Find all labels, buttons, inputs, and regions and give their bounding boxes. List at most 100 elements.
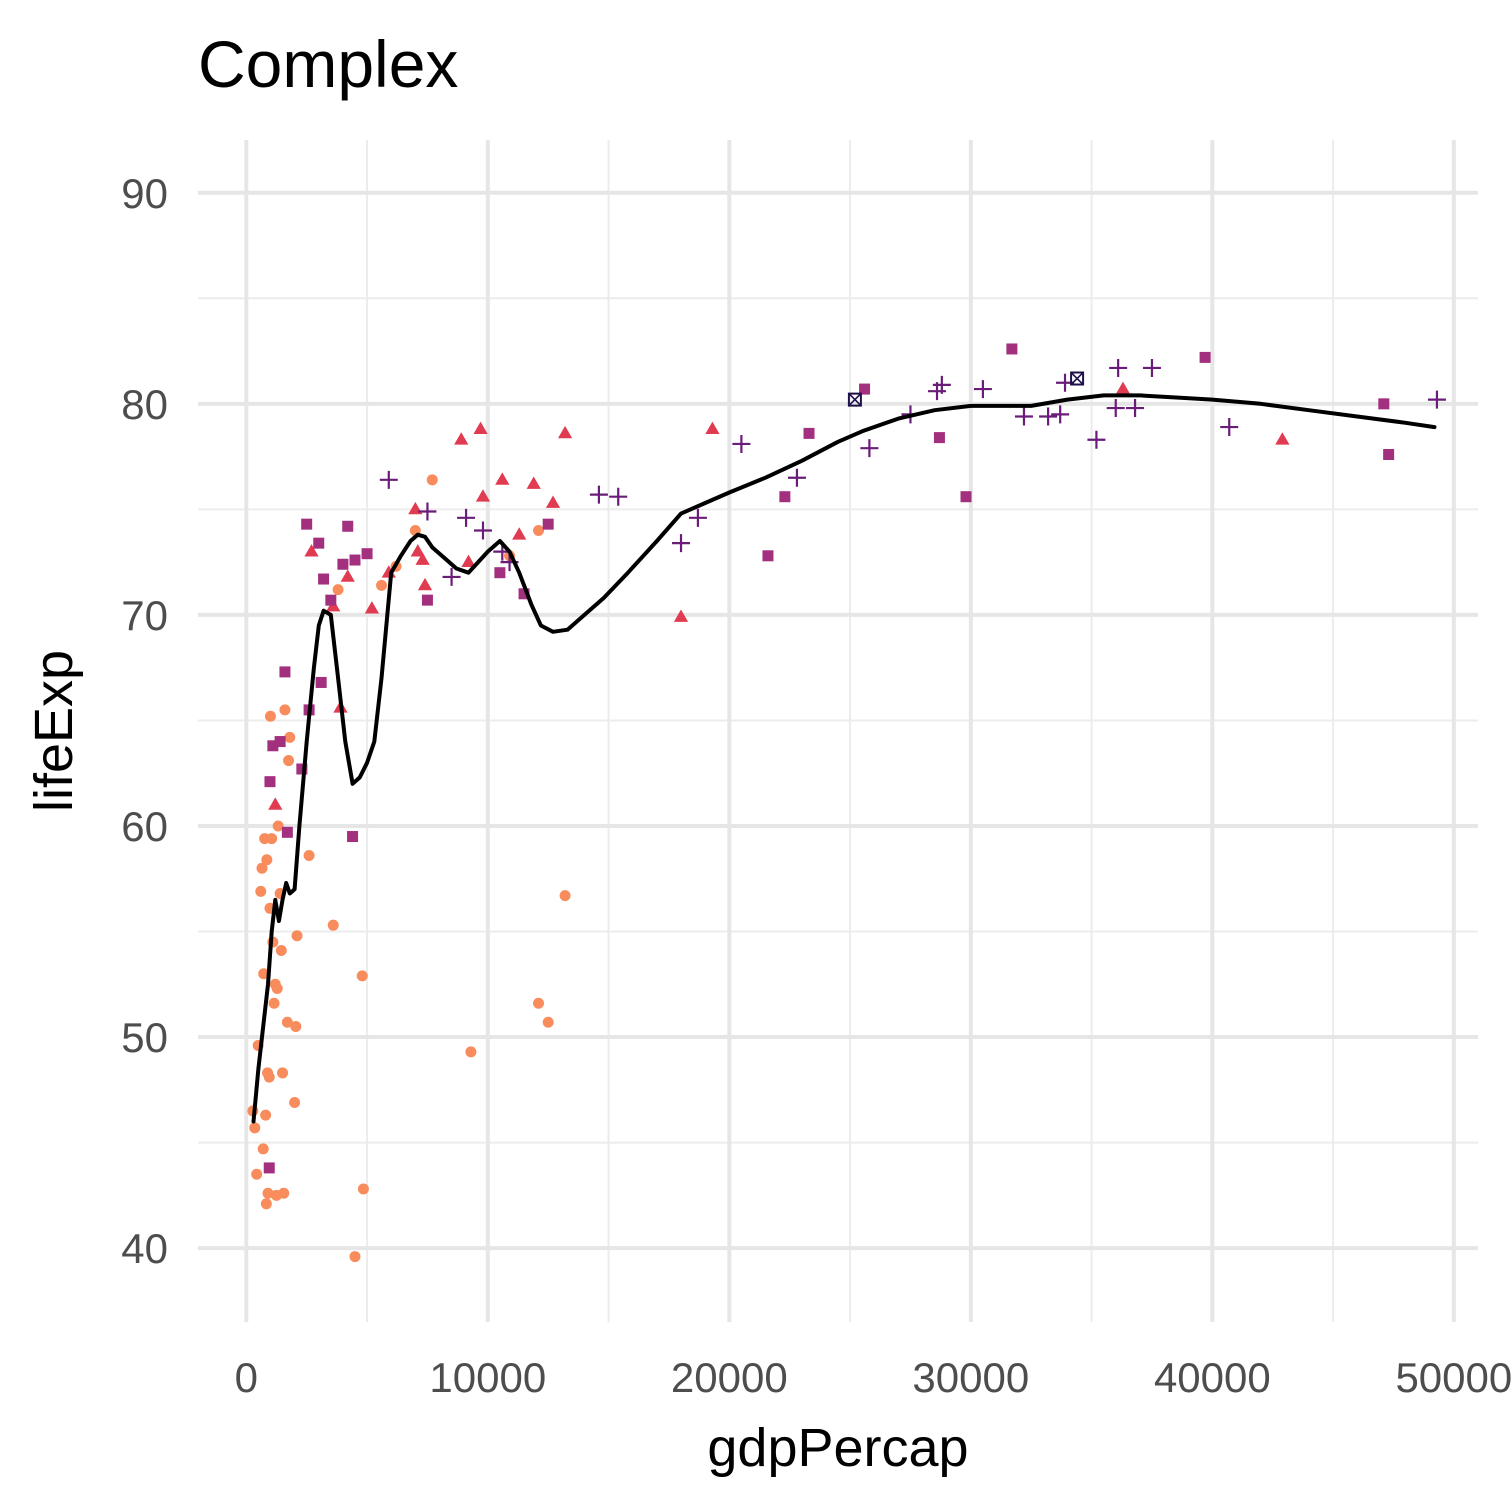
data-point-plus bbox=[418, 502, 437, 521]
data-point-square-cross-lines bbox=[848, 393, 862, 407]
x-axis-ticks: 0 10000 20000 30000 40000 50000 bbox=[235, 1354, 1512, 1401]
data-point-triangle bbox=[1275, 432, 1290, 445]
data-point-triangle bbox=[526, 476, 541, 489]
data-point-circle bbox=[261, 854, 273, 866]
data-point-circle bbox=[279, 704, 291, 716]
y-tick-label: 50 bbox=[121, 1014, 168, 1061]
data-point-triangle bbox=[340, 569, 355, 582]
data-point-square bbox=[337, 558, 349, 570]
data-point-circle bbox=[277, 1067, 289, 1079]
data-point-square bbox=[779, 491, 791, 503]
data-point-circle bbox=[258, 968, 270, 980]
data-point-square bbox=[933, 432, 945, 444]
data-point-circle bbox=[255, 885, 267, 897]
data-point-square bbox=[296, 763, 308, 775]
data-point-triangle bbox=[454, 432, 469, 445]
data-point-circle bbox=[266, 833, 278, 845]
data-point-circle bbox=[327, 919, 339, 931]
smooth-trend-line bbox=[251, 393, 1437, 1124]
data-point-circle bbox=[268, 997, 280, 1009]
data-point-square bbox=[342, 520, 354, 532]
x-tick-label: 0 bbox=[235, 1354, 258, 1401]
data-point-plus bbox=[732, 434, 751, 453]
data-point-plus bbox=[1142, 358, 1161, 377]
data-point-triangle bbox=[461, 554, 476, 568]
x-tick-label: 50000 bbox=[1395, 1354, 1512, 1401]
data-point-square bbox=[281, 826, 293, 838]
data-point-plus bbox=[973, 380, 992, 399]
data-point-plus bbox=[609, 487, 628, 506]
data-point-triangle bbox=[417, 577, 433, 591]
data-point-square bbox=[347, 831, 359, 843]
data-point-triangle bbox=[475, 489, 491, 502]
data-point-plus bbox=[860, 439, 879, 458]
data-point-plus bbox=[379, 470, 398, 489]
data-point-triangle bbox=[410, 544, 425, 557]
data-point-circle bbox=[260, 1109, 272, 1121]
data-point-plus bbox=[1126, 399, 1145, 418]
data-point-square bbox=[421, 594, 433, 606]
data-point-square bbox=[1199, 351, 1211, 363]
data-point-square bbox=[762, 550, 774, 562]
data-point-triangle bbox=[705, 421, 720, 435]
data-point-circle bbox=[278, 1187, 290, 1199]
data-point-circle bbox=[264, 710, 276, 722]
data-point-plus bbox=[688, 508, 707, 527]
data-point-triangle bbox=[673, 609, 689, 622]
data-point-circle bbox=[289, 1096, 301, 1108]
data-point-square bbox=[279, 666, 291, 678]
data-point-square bbox=[1378, 398, 1390, 410]
data-point-circle bbox=[376, 579, 388, 591]
data-point-triangle bbox=[1115, 381, 1131, 394]
data-point-circle bbox=[249, 1122, 261, 1134]
data-point-square bbox=[960, 491, 972, 503]
data-point-square-cross bbox=[1070, 371, 1085, 386]
data-point-plus bbox=[1039, 407, 1058, 426]
data-point-triangle bbox=[268, 797, 283, 810]
data-point-square bbox=[325, 594, 337, 606]
data-point-square bbox=[1383, 448, 1395, 460]
data-point-square bbox=[274, 736, 286, 748]
data-point-plus bbox=[1106, 399, 1125, 418]
data-point-square bbox=[518, 588, 530, 600]
data-point-circle bbox=[256, 862, 268, 874]
data-point-circle bbox=[263, 1071, 275, 1083]
data-point-square bbox=[264, 776, 276, 788]
data-point-plus bbox=[1087, 430, 1106, 449]
data-point-square bbox=[803, 427, 815, 439]
data-point-square bbox=[542, 518, 554, 530]
data-point-square bbox=[349, 554, 361, 566]
data-point-circle bbox=[251, 1168, 263, 1180]
data-point-triangle bbox=[512, 527, 527, 540]
data-point-circle bbox=[542, 1016, 554, 1028]
x-tick-label: 30000 bbox=[912, 1354, 1029, 1401]
data-point-plus bbox=[932, 375, 951, 394]
data-point-triangle bbox=[473, 421, 488, 435]
data-point-circle bbox=[271, 983, 283, 995]
x-tick-label: 10000 bbox=[429, 1354, 546, 1401]
data-point-plus bbox=[589, 485, 608, 504]
data-point-square bbox=[494, 567, 506, 579]
data-point-triangle bbox=[495, 472, 510, 485]
data-point-plus bbox=[1051, 405, 1070, 424]
data-point-circle bbox=[332, 584, 344, 596]
data-point-circle bbox=[559, 890, 571, 902]
y-tick-label: 80 bbox=[121, 381, 168, 428]
data-point-square bbox=[361, 548, 373, 560]
data-point-triangle bbox=[415, 552, 430, 565]
data-point-square-cross-lines bbox=[1070, 371, 1084, 386]
chart-title: Complex bbox=[198, 27, 458, 101]
data-point-circle bbox=[281, 1016, 293, 1028]
data-point-circle bbox=[260, 1198, 272, 1210]
data-point-circle bbox=[284, 731, 296, 743]
data-point-circle bbox=[275, 945, 287, 957]
data-point-plus bbox=[457, 508, 476, 527]
data-point-square bbox=[263, 1162, 275, 1174]
data-point-circle bbox=[291, 930, 303, 942]
data-point-circle bbox=[283, 755, 295, 767]
data-point-triangle bbox=[557, 425, 573, 439]
data-point-circle bbox=[357, 1183, 369, 1195]
data-point-square bbox=[313, 537, 325, 549]
data-point-circle bbox=[533, 524, 545, 536]
